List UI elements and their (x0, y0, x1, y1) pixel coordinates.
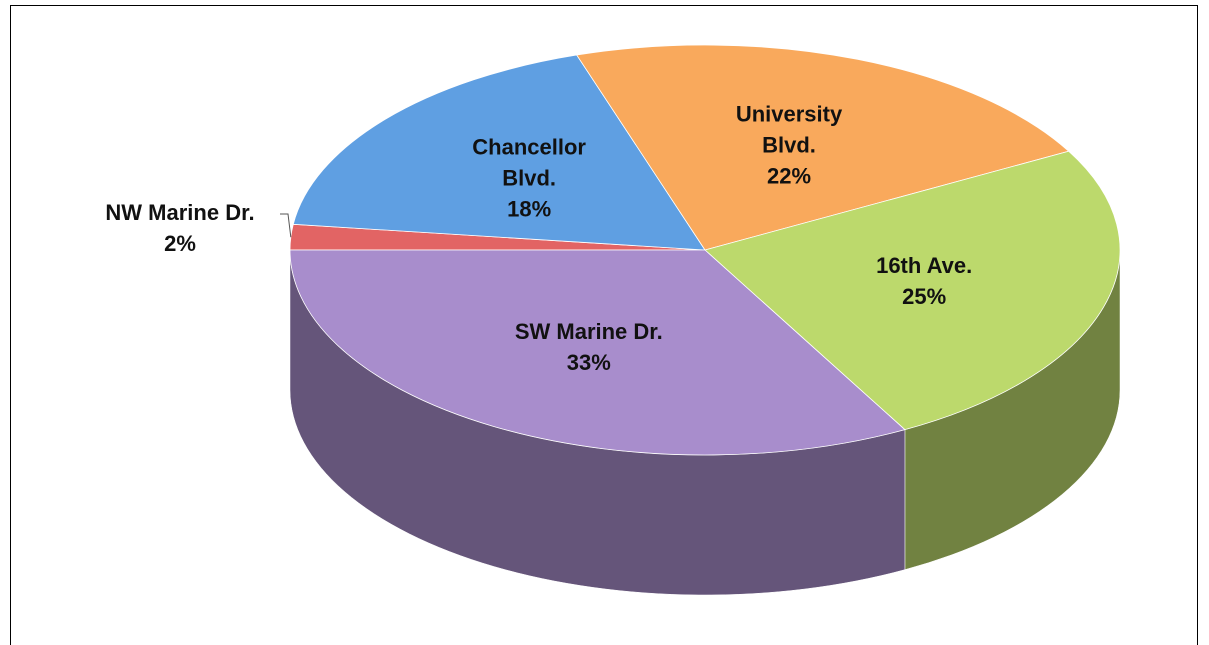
slice (704, 150, 1121, 431)
value-label: 2% (164, 231, 196, 256)
slice-label: University Blvd. 22% (709, 99, 869, 192)
chart-frame (10, 5, 1198, 645)
slice-label: Chancellor Blvd. 18% (449, 132, 609, 225)
category-label: SW Marine Dr. (514, 319, 663, 345)
category-label: 16th Ave. (876, 253, 973, 279)
category-label: Chancellor Blvd. (472, 134, 586, 191)
slice-label: 16th Ave. 25% (844, 250, 1004, 312)
slice-label: NW Marine Dr. 2% (100, 197, 260, 259)
category-label: University Blvd. (735, 101, 843, 158)
slice (576, 44, 1070, 251)
leader-line (280, 213, 292, 238)
slice (292, 54, 706, 251)
category-label: NW Marine Dr. (105, 200, 255, 225)
value-label: 18% (507, 196, 552, 222)
slice (289, 249, 906, 456)
value-label: 25% (902, 284, 947, 310)
value-label: 33% (566, 350, 611, 376)
value-label: 22% (766, 163, 812, 189)
slice-label: SW Marine Dr. 33% (509, 316, 669, 378)
